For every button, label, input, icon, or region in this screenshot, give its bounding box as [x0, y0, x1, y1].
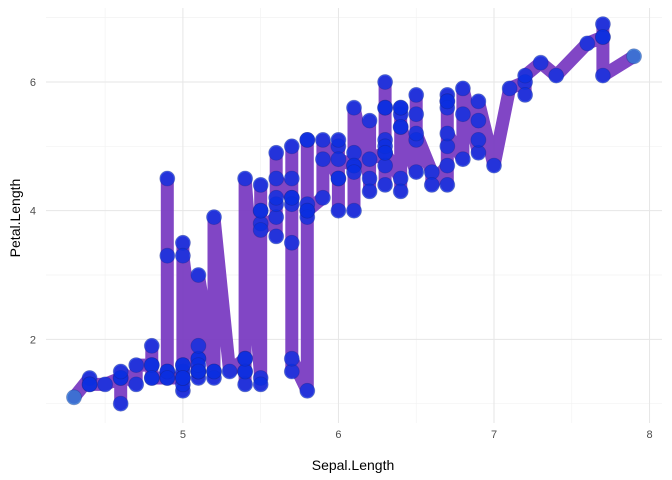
- x-tick-label: 8: [646, 429, 652, 441]
- data-point: [361, 151, 378, 168]
- data-point: [377, 99, 394, 116]
- data-points: [66, 16, 642, 412]
- data-point: [423, 176, 440, 193]
- data-point: [252, 176, 269, 193]
- data-point: [159, 247, 176, 264]
- x-tick-labels: 5 6 7 8: [180, 429, 653, 441]
- data-point: [268, 228, 285, 245]
- data-point: [408, 125, 425, 142]
- data-point: [330, 151, 347, 168]
- data-point: [128, 357, 145, 374]
- data-point: [314, 131, 331, 148]
- data-point: [595, 67, 611, 84]
- y-tick-label: 4: [30, 206, 36, 218]
- data-point: [237, 170, 254, 187]
- data-point: [486, 157, 502, 174]
- data-point: [439, 93, 456, 110]
- data-point: [268, 144, 285, 161]
- data-point: [206, 363, 222, 380]
- data-point: [174, 247, 191, 264]
- data-point: [361, 183, 378, 200]
- data-point: [595, 29, 611, 45]
- data-point: [470, 112, 487, 129]
- data-point: [190, 267, 207, 283]
- data-point: [517, 67, 533, 84]
- data-point: [268, 170, 285, 187]
- data-point: [392, 99, 409, 116]
- data-point: [408, 87, 425, 103]
- data-point: [501, 80, 518, 97]
- data-point: [206, 209, 222, 226]
- data-point: [283, 234, 300, 251]
- data-point: [143, 337, 160, 354]
- data-point: [143, 370, 160, 386]
- data-point: [408, 106, 425, 123]
- data-point: [66, 389, 82, 406]
- data-point: [392, 119, 409, 135]
- data-point: [314, 151, 331, 168]
- data-point: [330, 131, 347, 148]
- data-point: [454, 106, 471, 123]
- y-tick-labels: 2 4 6: [30, 77, 36, 346]
- data-point: [252, 376, 269, 393]
- data-point: [112, 395, 129, 412]
- data-point: [532, 54, 549, 71]
- data-point: [283, 350, 300, 367]
- y-axis-title: Petal.Length: [7, 179, 23, 258]
- data-point: [392, 183, 409, 200]
- data-point: [470, 131, 487, 148]
- data-point: [548, 67, 565, 84]
- data-point: [579, 35, 596, 52]
- data-point: [283, 138, 300, 155]
- data-point: [190, 363, 207, 380]
- data-point: [299, 131, 316, 148]
- data-point: [97, 376, 113, 393]
- data-point: [299, 202, 316, 219]
- data-point: [377, 74, 394, 90]
- x-tick-label: 5: [180, 429, 186, 441]
- data-point: [283, 189, 300, 206]
- data-point: [299, 382, 316, 399]
- data-point: [314, 189, 331, 206]
- data-point: [237, 350, 254, 367]
- data-point: [283, 170, 300, 187]
- data-point: [470, 93, 487, 110]
- data-point: [190, 337, 207, 354]
- x-axis-title: Sepal.Length: [312, 457, 395, 473]
- data-point: [439, 176, 456, 193]
- data-point: [626, 48, 642, 65]
- data-point: [439, 157, 456, 174]
- data-point: [252, 202, 269, 219]
- data-point: [330, 170, 347, 187]
- data-point: [159, 370, 176, 386]
- data-point: [377, 176, 394, 193]
- y-tick-label: 6: [30, 77, 36, 89]
- data-point: [454, 80, 471, 97]
- data-point: [112, 363, 129, 380]
- x-tick-label: 6: [335, 429, 341, 441]
- data-point: [377, 144, 394, 161]
- data-point: [159, 170, 176, 187]
- data-point: [517, 87, 533, 103]
- data-point: [408, 164, 425, 181]
- data-point: [252, 222, 269, 238]
- data-point: [346, 99, 362, 116]
- data-point: [174, 370, 191, 386]
- data-point: [439, 125, 456, 142]
- data-point: [128, 376, 145, 393]
- data-point: [346, 164, 362, 181]
- y-tick-label: 2: [30, 334, 36, 346]
- x-tick-label: 7: [491, 429, 497, 441]
- data-point: [346, 202, 362, 219]
- data-point: [361, 112, 378, 129]
- data-point: [330, 202, 347, 219]
- data-point: [268, 189, 285, 206]
- data-point: [81, 376, 98, 393]
- data-point: [454, 151, 471, 168]
- data-point: [221, 363, 238, 380]
